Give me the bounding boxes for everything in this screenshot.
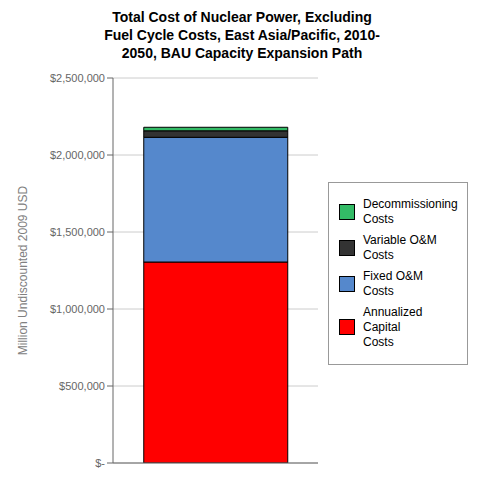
svg-text:$500,000: $500,000 bbox=[59, 380, 105, 392]
html-text:Fixed O&M Costs: Fixed O&M Costs bbox=[363, 268, 423, 298]
svg-text:$2,000,000: $2,000,000 bbox=[50, 149, 105, 161]
html-text:Total Cost of Nuclear Power, E: Total Cost of Nuclear Power, Excluding F… bbox=[104, 9, 380, 61]
svg-text:$-: $- bbox=[95, 457, 105, 469]
svg-text:Million Undiscounted 2009 USD: Million Undiscounted 2009 USD bbox=[16, 185, 30, 355]
svg-text:$2,500,000: $2,500,000 bbox=[50, 72, 105, 84]
svg-text:$1,500,000: $1,500,000 bbox=[50, 226, 105, 238]
html-text:Annualized Capital Costs: Annualized Capital Costs bbox=[363, 304, 423, 349]
html-text:Decommissioning Costs: Decommissioning Costs bbox=[363, 196, 458, 226]
svg-text:$1,000,000: $1,000,000 bbox=[50, 303, 105, 315]
html-text:Variable O&M Costs: Variable O&M Costs bbox=[363, 232, 437, 262]
